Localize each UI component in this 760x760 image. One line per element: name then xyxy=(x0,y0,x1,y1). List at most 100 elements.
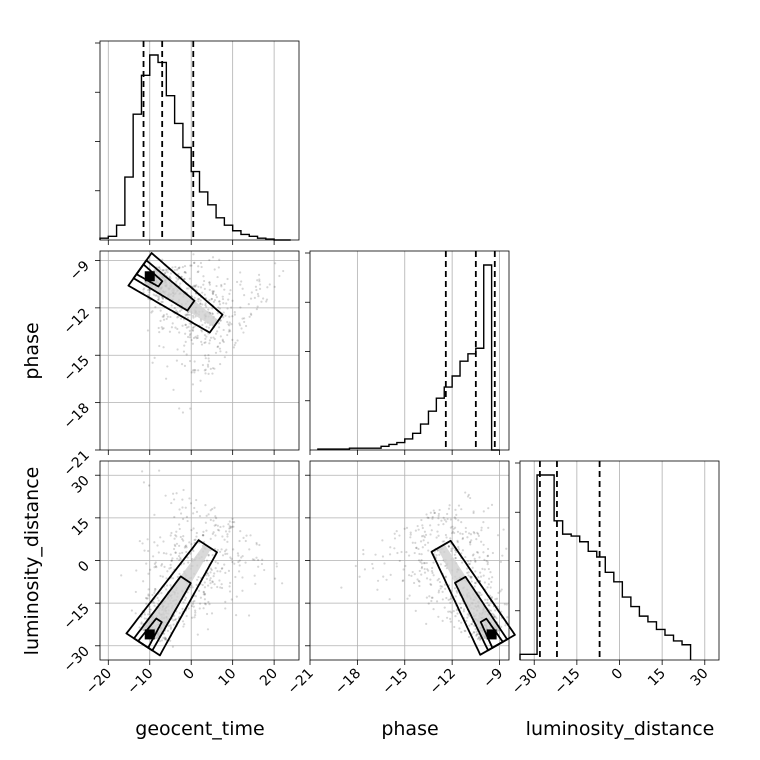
joint-luminosity-distance-vs-phase-point-244 xyxy=(496,534,500,537)
joint-phase-vs-geocent-time-point-450 xyxy=(185,287,189,290)
joint-luminosity-distance-vs-geocent-time-point-193 xyxy=(146,597,149,600)
joint-luminosity-distance-vs-phase-point-437 xyxy=(430,599,433,603)
joint-luminosity-distance-vs-phase-point-323 xyxy=(474,628,477,631)
joint-luminosity-distance-vs-phase-point-202 xyxy=(420,562,423,565)
joint-phase-vs-geocent-time-point-428 xyxy=(178,266,181,269)
joint-phase-vs-geocent-time-point-532 xyxy=(197,285,200,288)
joint-luminosity-distance-vs-phase-point-584 xyxy=(475,551,479,554)
joint-luminosity-distance-vs-phase-point-473 xyxy=(491,551,494,555)
joint-luminosity-distance-vs-phase-point-408 xyxy=(374,553,377,556)
joint-phase-vs-geocent-time-point-411 xyxy=(188,336,192,339)
joint-luminosity-distance-vs-geocent-time-point-212 xyxy=(173,618,177,621)
joint-luminosity-distance-vs-phase-point-332 xyxy=(444,564,447,568)
joint-phase-vs-geocent-time-point-560 xyxy=(162,315,165,318)
joint-luminosity-distance-vs-geocent-time-point-253 xyxy=(148,608,151,611)
joint-luminosity-distance-vs-phase-point-477 xyxy=(445,596,448,600)
joint-luminosity-distance-vs-phase-point-410 xyxy=(468,614,471,617)
joint-phase-vs-geocent-time-point-4 xyxy=(250,313,253,316)
joint-luminosity-distance-vs-geocent-time-point-13 xyxy=(208,579,212,582)
joint-phase-vs-geocent-time-point-368 xyxy=(192,284,196,287)
joint-phase-vs-geocent-time-point-307 xyxy=(219,319,222,322)
joint-luminosity-distance-vs-phase-point-645 xyxy=(469,560,472,563)
joint-luminosity-distance-vs-phase-point-481 xyxy=(447,545,450,548)
joint-luminosity-distance-vs-geocent-time-point-494 xyxy=(195,583,198,586)
joint-phase-vs-geocent-time-point-635 xyxy=(216,330,219,333)
joint-phase-vs-geocent-time-point-214 xyxy=(227,330,230,333)
joint-luminosity-distance-vs-phase-point-621 xyxy=(425,577,429,580)
joint-luminosity-distance-vs-geocent-time-point-346 xyxy=(168,567,171,570)
joint-luminosity-distance-vs-phase-point-285 xyxy=(469,540,472,544)
hist-phase-bg xyxy=(310,251,509,450)
joint-luminosity-distance-vs-phase-point-35 xyxy=(436,530,439,533)
joint-luminosity-distance-vs-geocent-time-point-16 xyxy=(182,535,185,538)
joint-luminosity-distance-vs-phase-point-261 xyxy=(463,629,466,632)
joint-luminosity-distance-vs-phase-point-221 xyxy=(474,582,477,585)
joint-phase-vs-geocent-time-point-454 xyxy=(190,338,193,342)
joint-luminosity-distance-vs-geocent-time-point-157 xyxy=(253,558,256,561)
joint-phase-vs-geocent-time-point-561 xyxy=(217,266,220,269)
joint-luminosity-distance-vs-geocent-time-point-404 xyxy=(153,566,156,569)
joint-luminosity-distance-vs-phase-point-466 xyxy=(473,532,476,535)
joint-phase-vs-geocent-time-point-250 xyxy=(176,278,179,281)
joint-luminosity-distance-vs-geocent-time-point-567 xyxy=(165,552,168,555)
joint-luminosity-distance-vs-phase-point-527 xyxy=(503,603,506,606)
joint-luminosity-distance-vs-geocent-time-xtick-label-1: −10 xyxy=(124,666,156,698)
joint-phase-vs-geocent-time-point-589 xyxy=(162,346,165,349)
joint-luminosity-distance-vs-phase-point-109 xyxy=(395,529,398,533)
joint-luminosity-distance-vs-geocent-time-point-289 xyxy=(236,552,240,555)
joint-luminosity-distance-vs-phase-point-380 xyxy=(449,617,452,620)
joint-luminosity-distance-vs-geocent-time-point-273 xyxy=(211,580,214,583)
joint-luminosity-distance-vs-phase-point-644 xyxy=(476,637,480,640)
joint-luminosity-distance-vs-geocent-time-point-630 xyxy=(255,543,258,546)
joint-luminosity-distance-vs-phase-point-208 xyxy=(427,549,430,552)
joint-luminosity-distance-vs-geocent-time-point-164 xyxy=(163,565,166,568)
joint-luminosity-distance-vs-phase-point-532 xyxy=(454,517,457,520)
joint-luminosity-distance-vs-geocent-time-point-597 xyxy=(214,567,217,570)
joint-luminosity-distance-vs-geocent-time-point-118 xyxy=(247,614,251,617)
joint-luminosity-distance-vs-phase-point-400 xyxy=(499,560,503,563)
joint-luminosity-distance-vs-phase-point-188 xyxy=(421,546,424,549)
joint-phase-vs-geocent-time-point-154 xyxy=(278,274,281,278)
joint-phase-vs-geocent-time-point-128 xyxy=(240,327,243,330)
xlabel-phase: phase xyxy=(381,718,438,740)
joint-phase-vs-geocent-time-point-434 xyxy=(248,315,251,318)
joint-luminosity-distance-vs-geocent-time-point-14 xyxy=(182,539,185,542)
joint-luminosity-distance-vs-phase-point-427 xyxy=(451,525,454,528)
joint-luminosity-distance-vs-phase-point-85 xyxy=(431,517,434,520)
joint-luminosity-distance-vs-geocent-time-point-271 xyxy=(211,507,214,511)
joint-phase-vs-geocent-time-point-353 xyxy=(265,298,269,301)
joint-phase-vs-geocent-time-point-482 xyxy=(191,314,195,317)
joint-luminosity-distance-vs-geocent-time-point-185 xyxy=(120,574,123,577)
joint-phase-vs-geocent-time-point-110 xyxy=(152,293,155,296)
joint-phase-vs-geocent-time-point-504 xyxy=(191,342,194,345)
joint-phase-vs-geocent-time-point-294 xyxy=(228,292,231,295)
hist-luminosity-distance: −30 −15 0 15 30 xyxy=(509,460,720,698)
joint-luminosity-distance-vs-phase-point-71 xyxy=(472,510,475,513)
joint-luminosity-distance-vs-geocent-time-point-142 xyxy=(254,582,257,585)
joint-phase-vs-geocent-time-point-107 xyxy=(190,371,193,374)
joint-phase-vs-geocent-time-point-322 xyxy=(206,363,210,366)
joint-luminosity-distance-vs-geocent-time-point-625 xyxy=(215,517,218,520)
joint-luminosity-distance-vs-phase-point-626 xyxy=(422,534,425,537)
joint-luminosity-distance-vs-phase-contour-2 xyxy=(479,617,504,649)
joint-luminosity-distance-vs-phase-point-33 xyxy=(461,532,464,536)
joint-luminosity-distance-vs-phase-point-558 xyxy=(488,577,491,580)
joint-luminosity-distance-vs-geocent-time-point-377 xyxy=(224,600,227,603)
joint-phase-vs-geocent-time-point-471 xyxy=(249,312,253,315)
joint-luminosity-distance-vs-geocent-time-point-397 xyxy=(165,577,168,580)
joint-luminosity-distance-vs-phase-point-151 xyxy=(431,515,434,519)
joint-luminosity-distance-vs-geocent-time-point-15 xyxy=(143,613,147,616)
joint-luminosity-distance-vs-phase-point-641 xyxy=(477,576,480,579)
joint-luminosity-distance-vs-phase-point-511 xyxy=(437,589,441,592)
joint-phase-vs-geocent-time-point-41 xyxy=(228,330,232,333)
joint-luminosity-distance-vs-geocent-time-contour-1 xyxy=(133,575,192,652)
joint-phase-vs-geocent-time-point-93 xyxy=(162,269,165,272)
joint-phase-vs-geocent-time-point-285 xyxy=(178,266,181,269)
joint-luminosity-distance-vs-geocent-time-point-430 xyxy=(229,525,232,529)
joint-phase-vs-geocent-time-point-112 xyxy=(250,291,253,294)
joint-phase-vs-geocent-time-point-130 xyxy=(274,262,277,265)
joint-luminosity-distance-vs-phase-point-374 xyxy=(460,508,463,511)
joint-phase-vs-geocent-time-point-587 xyxy=(204,368,207,371)
joint-phase-vs-geocent-time-point-551 xyxy=(210,297,213,300)
joint-phase-vs-geocent-time-point-274 xyxy=(184,271,187,274)
